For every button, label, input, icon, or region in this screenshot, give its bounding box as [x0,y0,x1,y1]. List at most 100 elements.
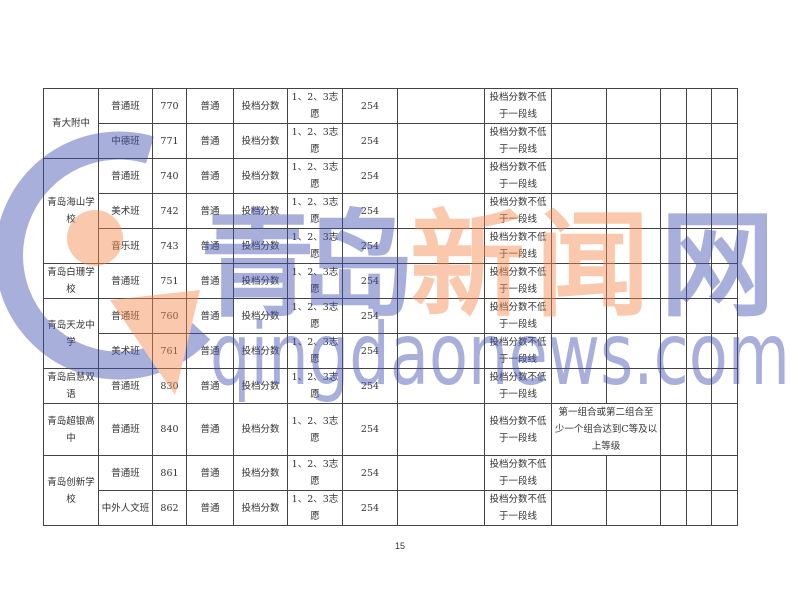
method-cell: 投档分数 [233,158,288,194]
score-cell: 254 [342,263,398,299]
school-name-cell: 青岛超银高中 [43,403,99,456]
empty-cell [551,333,607,369]
type-cell: 普通 [186,158,234,194]
requirement-cell: 投档分数不低于一段线 [484,368,552,404]
table-row: 青岛超银高中 普通班 840 普通 投档分数 1、2、3志愿 254 投档分数不低于一段线 第一… [43,403,738,456]
score-cell: 254 [342,193,398,229]
score-cell: 254 [342,123,398,159]
method-cell: 投档分数 [233,368,288,404]
empty-cell [711,158,738,194]
method-cell: 投档分数 [233,193,288,229]
requirement-cell: 投档分数不低于一段线 [484,123,552,159]
empty-cell [711,455,738,491]
empty-cell [397,490,485,526]
choice-cell: 1、2、3志愿 [287,490,343,526]
empty-cell [660,193,687,229]
empty-cell [686,368,712,404]
code-cell: 760 [152,298,187,334]
type-cell: 普通 [186,298,234,334]
code-cell: 761 [152,333,187,369]
choice-cell: 1、2、3志愿 [287,228,343,264]
empty-cell [606,490,661,526]
empty-cell [606,333,661,369]
empty-cell [660,263,687,299]
choice-cell: 1、2、3志愿 [287,193,343,229]
empty-cell [551,455,607,491]
empty-cell [397,298,485,334]
empty-cell [660,158,687,194]
type-cell: 普通 [186,193,234,229]
requirement-cell: 投档分数不低于一段线 [484,228,552,264]
empty-cell [686,490,712,526]
table-row: 青岛创新学校 普通班 861 普通 投档分数 1、2、3志愿 254 投档分数不低于一段线 [43,455,738,526]
code-cell: 862 [152,490,187,526]
empty-cell [660,333,687,369]
table-row: 青岛白珊学校 普通班 751 普通 投档分数 1、2、3志愿 254 投档分数不低于一段线 [43,263,738,299]
table-row: 中外人文班 862 普通 投档分数 1、2、3志愿 254 投档分数不低于一段线 [44,490,738,526]
empty-cell [711,88,738,124]
empty-cell [397,228,485,264]
class-cell: 中外人文班 [98,490,153,526]
empty-cell [686,158,712,194]
method-cell: 投档分数 [233,263,288,299]
score-cell: 254 [342,333,398,369]
empty-cell [551,228,607,264]
method-cell: 投档分数 [233,298,288,334]
empty-cell [686,455,712,491]
score-cell: 254 [342,368,398,404]
type-cell: 普通 [186,368,234,404]
method-cell: 投档分数 [233,123,288,159]
empty-cell [397,403,485,456]
type-cell: 普通 [186,403,234,456]
requirement-cell: 投档分数不低于一段线 [484,333,552,369]
empty-cell [686,193,712,229]
empty-cell [551,158,607,194]
empty-cell [551,368,607,404]
class-cell: 美术班 [98,193,153,229]
empty-cell [397,88,485,124]
empty-cell [660,298,687,334]
choice-cell: 1、2、3志愿 [287,403,343,456]
class-cell: 音乐班 [98,228,153,264]
empty-cell [711,193,738,229]
score-cell: 254 [342,403,398,456]
admission-table: 青大附中 普通班 770 普通 投档分数 1、2、3志愿 254 投档分数不低于一段线 中德班 7… [43,88,738,526]
empty-cell [397,455,485,491]
type-cell: 普通 [186,88,234,124]
empty-cell [551,490,607,526]
method-cell: 投档分数 [233,333,288,369]
class-cell: 中德班 [98,123,153,159]
choice-cell: 1、2、3志愿 [287,368,343,404]
score-cell: 254 [342,455,398,491]
table-row: 美术班 742 普通 投档分数 1、2、3志愿 254 投档分数不低于一段线 [44,193,738,229]
table-row: 青岛海山学校 普通班 740 普通 投档分数 1、2、3志愿 254 投档分数不低于一段线 [43,158,738,264]
empty-cell [660,455,687,491]
empty-cell [606,158,661,194]
empty-cell [711,228,738,264]
empty-cell [686,298,712,334]
type-cell: 普通 [186,333,234,369]
empty-cell [606,193,661,229]
requirement-cell: 投档分数不低于一段线 [484,263,552,299]
empty-cell [686,88,712,124]
empty-cell [686,333,712,369]
empty-cell [711,403,738,456]
class-cell: 普通班 [98,455,153,491]
method-cell: 投档分数 [233,455,288,491]
empty-cell [686,123,712,159]
empty-cell [606,88,661,124]
score-cell: 254 [342,158,398,194]
empty-cell [660,490,687,526]
choice-cell: 1、2、3志愿 [287,298,343,334]
empty-cell [711,123,738,159]
empty-cell [686,403,712,456]
empty-cell [606,298,661,334]
empty-cell [606,455,661,491]
empty-cell [711,263,738,299]
requirement-cell: 投档分数不低于一段线 [484,490,552,526]
class-cell: 普通班 [98,368,153,404]
empty-cell [397,368,485,404]
empty-cell [686,263,712,299]
table-row: 音乐班 743 普通 投档分数 1、2、3志愿 254 投档分数不低于一段线 [44,228,738,264]
empty-cell [711,333,738,369]
